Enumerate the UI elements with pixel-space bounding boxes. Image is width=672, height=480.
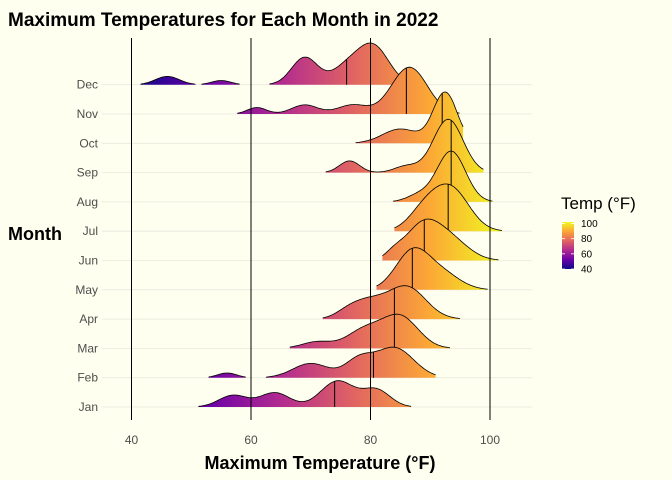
x-tick-80: 80 [364, 433, 378, 447]
ridge-outline-dec-0 [140, 76, 196, 85]
y-tick-mar: Mar [77, 341, 98, 355]
ridge-outline-oct-0 [355, 91, 464, 144]
legend-label-80: 80 [581, 234, 593, 245]
ridge-fill-feb-0 [208, 373, 246, 378]
ridge-outline-feb-0 [208, 372, 246, 378]
legend-colorbar [562, 222, 574, 269]
x-tick-60: 60 [244, 433, 258, 447]
legend-label-60: 60 [581, 249, 593, 260]
ridge-outline-may-0 [376, 247, 488, 290]
grid-layer [101, 84, 532, 408]
ridge-outline-feb-1 [265, 346, 436, 378]
y-tick-feb: Feb [77, 371, 98, 385]
ridge-outline-nov-0 [237, 66, 460, 114]
ridge-nov [237, 66, 460, 114]
ridge-fill-oct-0 [355, 92, 464, 144]
y-tick-jul: Jul [83, 224, 98, 238]
x-tick-labels: 40 60 80 100 [125, 433, 501, 447]
ridge-jan [198, 380, 412, 407]
y-tick-oct: Oct [79, 136, 98, 150]
y-tick-dec: Dec [77, 78, 98, 92]
ridge-outline-apr-0 [322, 285, 461, 319]
ridge-mar [289, 313, 451, 349]
y-tick-jan: Jan [79, 400, 98, 414]
ridge-fill-mar-0 [289, 314, 450, 349]
y-tick-labels: Jan Feb Mar Apr May Jun Jul Aug Sep Oct Nov Dec [75, 78, 98, 414]
y-tick-jun: Jun [79, 254, 98, 268]
ridge-jul [394, 183, 503, 232]
x-tick-40: 40 [125, 433, 139, 447]
ridge-outline-jul-0 [394, 183, 503, 231]
legend: Temp (°F) 100 80 60 40 [561, 194, 636, 276]
ridge-fill-dec-2 [269, 43, 418, 85]
ridge-outline-dec-1 [201, 80, 240, 85]
ridge-dec [140, 42, 418, 85]
reference-lines [131, 38, 491, 420]
ridge-may [376, 247, 488, 290]
ridge-fill-may-0 [376, 247, 488, 290]
legend-ticks: 100 80 60 40 [562, 219, 598, 276]
ridge-outline-aug-0 [393, 150, 493, 202]
y-tick-sep: Sep [77, 166, 99, 180]
x-tick-100: 100 [480, 433, 500, 447]
y-tick-aug: Aug [77, 195, 98, 209]
ridge-fill-nov-0 [237, 67, 460, 114]
y-axis-title: Month [8, 224, 62, 244]
legend-title: Temp (°F) [561, 194, 636, 213]
ridge-feb [208, 346, 436, 378]
ridge-outline-jun-0 [382, 218, 499, 261]
chart-title: Maximum Temperatures for Each Month in 2… [8, 10, 438, 31]
legend-label-40: 40 [581, 265, 593, 276]
ridge-outline-sep-0 [325, 118, 484, 173]
y-tick-apr: Apr [79, 312, 98, 326]
ridge-fill-dec-0 [140, 76, 196, 85]
ridge-outline-jan-0 [198, 380, 412, 407]
ridge-fill-apr-0 [322, 285, 461, 320]
ridge-fill-aug-0 [393, 151, 493, 202]
legend-label-100: 100 [581, 219, 598, 230]
ridge-fill-jan-0 [198, 380, 412, 407]
ridge-outline-dec-2 [269, 42, 418, 85]
ridge-fill-dec-1 [201, 80, 240, 85]
y-tick-nov: Nov [77, 107, 98, 121]
x-axis-title: Maximum Temperature (°F) [205, 453, 436, 473]
ridges [140, 42, 503, 407]
ridge-outline-mar-0 [289, 313, 451, 349]
ridge-fill-feb-1 [265, 347, 436, 378]
y-tick-may: May [75, 283, 98, 297]
ridge-apr [322, 285, 461, 320]
